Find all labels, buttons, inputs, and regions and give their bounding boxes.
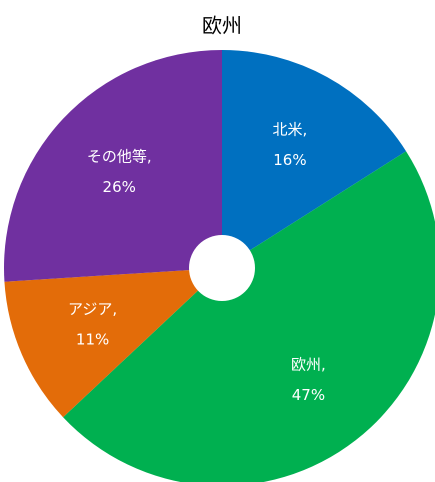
category-label: アジア: [68, 299, 112, 317]
category-label: 欧州: [291, 355, 321, 373]
label-separator: ,: [112, 299, 117, 317]
label-separator: ,: [147, 147, 152, 165]
pie-slice: [3, 50, 222, 282]
category-label: その他等: [87, 147, 147, 165]
data-label: 北米,: [273, 120, 308, 138]
data-label: その他等,: [87, 147, 152, 165]
label-separator: ,: [321, 355, 326, 373]
value-label: 47%: [292, 386, 325, 404]
value-label: 16%: [273, 151, 306, 169]
data-label: アジア,: [68, 299, 117, 317]
category-label: 北米: [273, 120, 303, 138]
label-separator: ,: [303, 120, 308, 138]
data-label: 欧州,: [291, 355, 326, 373]
pie-slice: [222, 50, 407, 268]
pie-slice: [63, 151, 435, 482]
value-label: 11%: [76, 330, 109, 348]
donut-hole: [189, 235, 255, 301]
value-label: 26%: [103, 178, 136, 196]
chart-title: 欧州: [202, 14, 242, 38]
pie-slice: [4, 268, 222, 418]
